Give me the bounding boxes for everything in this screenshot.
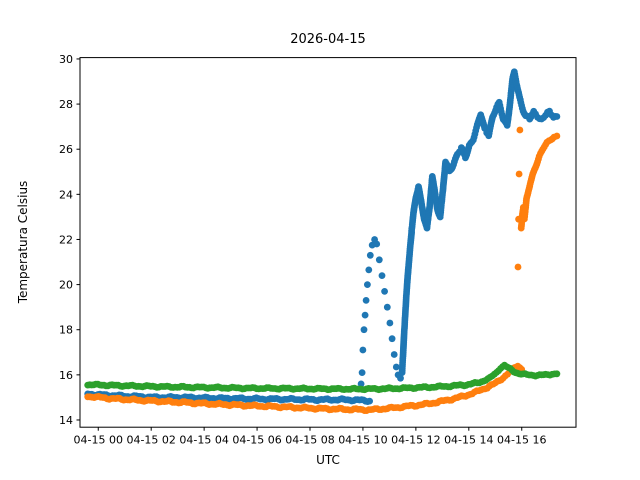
y-tick-label: 20 xyxy=(59,279,73,292)
x-tick-label: 04-15 02 xyxy=(126,434,175,447)
y-tick-label: 14 xyxy=(59,414,73,427)
series-green xyxy=(84,361,561,394)
y-tick-label: 28 xyxy=(59,98,73,111)
y-tick-label: 18 xyxy=(59,324,73,337)
x-tick-label: 04-15 16 xyxy=(497,434,546,447)
chart-title: 2026-04-15 xyxy=(290,32,366,47)
x-tick-label: 04-15 10 xyxy=(338,434,387,447)
x-tick-label: 04-15 00 xyxy=(74,434,123,447)
x-axis-ticks: 04-15 00 04-15 02 04-15 04 04-15 06 04-15 08… xyxy=(74,427,546,447)
x-tick-label: 04-15 06 xyxy=(232,434,281,447)
y-tick-label: 16 xyxy=(59,369,73,382)
x-tick-label: 04-15 04 xyxy=(179,434,228,447)
y-axis-ticks: 14 16 18 20 22 24 26 28 30 xyxy=(59,53,80,427)
x-tick-label: 04-15 12 xyxy=(391,434,440,447)
series-orange xyxy=(84,126,561,414)
y-tick-label: 22 xyxy=(59,233,73,246)
y-tick-label: 24 xyxy=(59,188,73,201)
y-tick-label: 26 xyxy=(59,143,73,156)
plot-area-border xyxy=(79,57,577,428)
y-tick-label: 30 xyxy=(59,53,73,66)
series-blue xyxy=(84,68,561,405)
x-tick-label: 04-15 14 xyxy=(444,434,493,447)
x-tick-label: 04-15 08 xyxy=(285,434,334,447)
x-axis-label: UTC xyxy=(316,453,340,467)
y-axis-label: Temperatura Celsius xyxy=(16,180,30,304)
